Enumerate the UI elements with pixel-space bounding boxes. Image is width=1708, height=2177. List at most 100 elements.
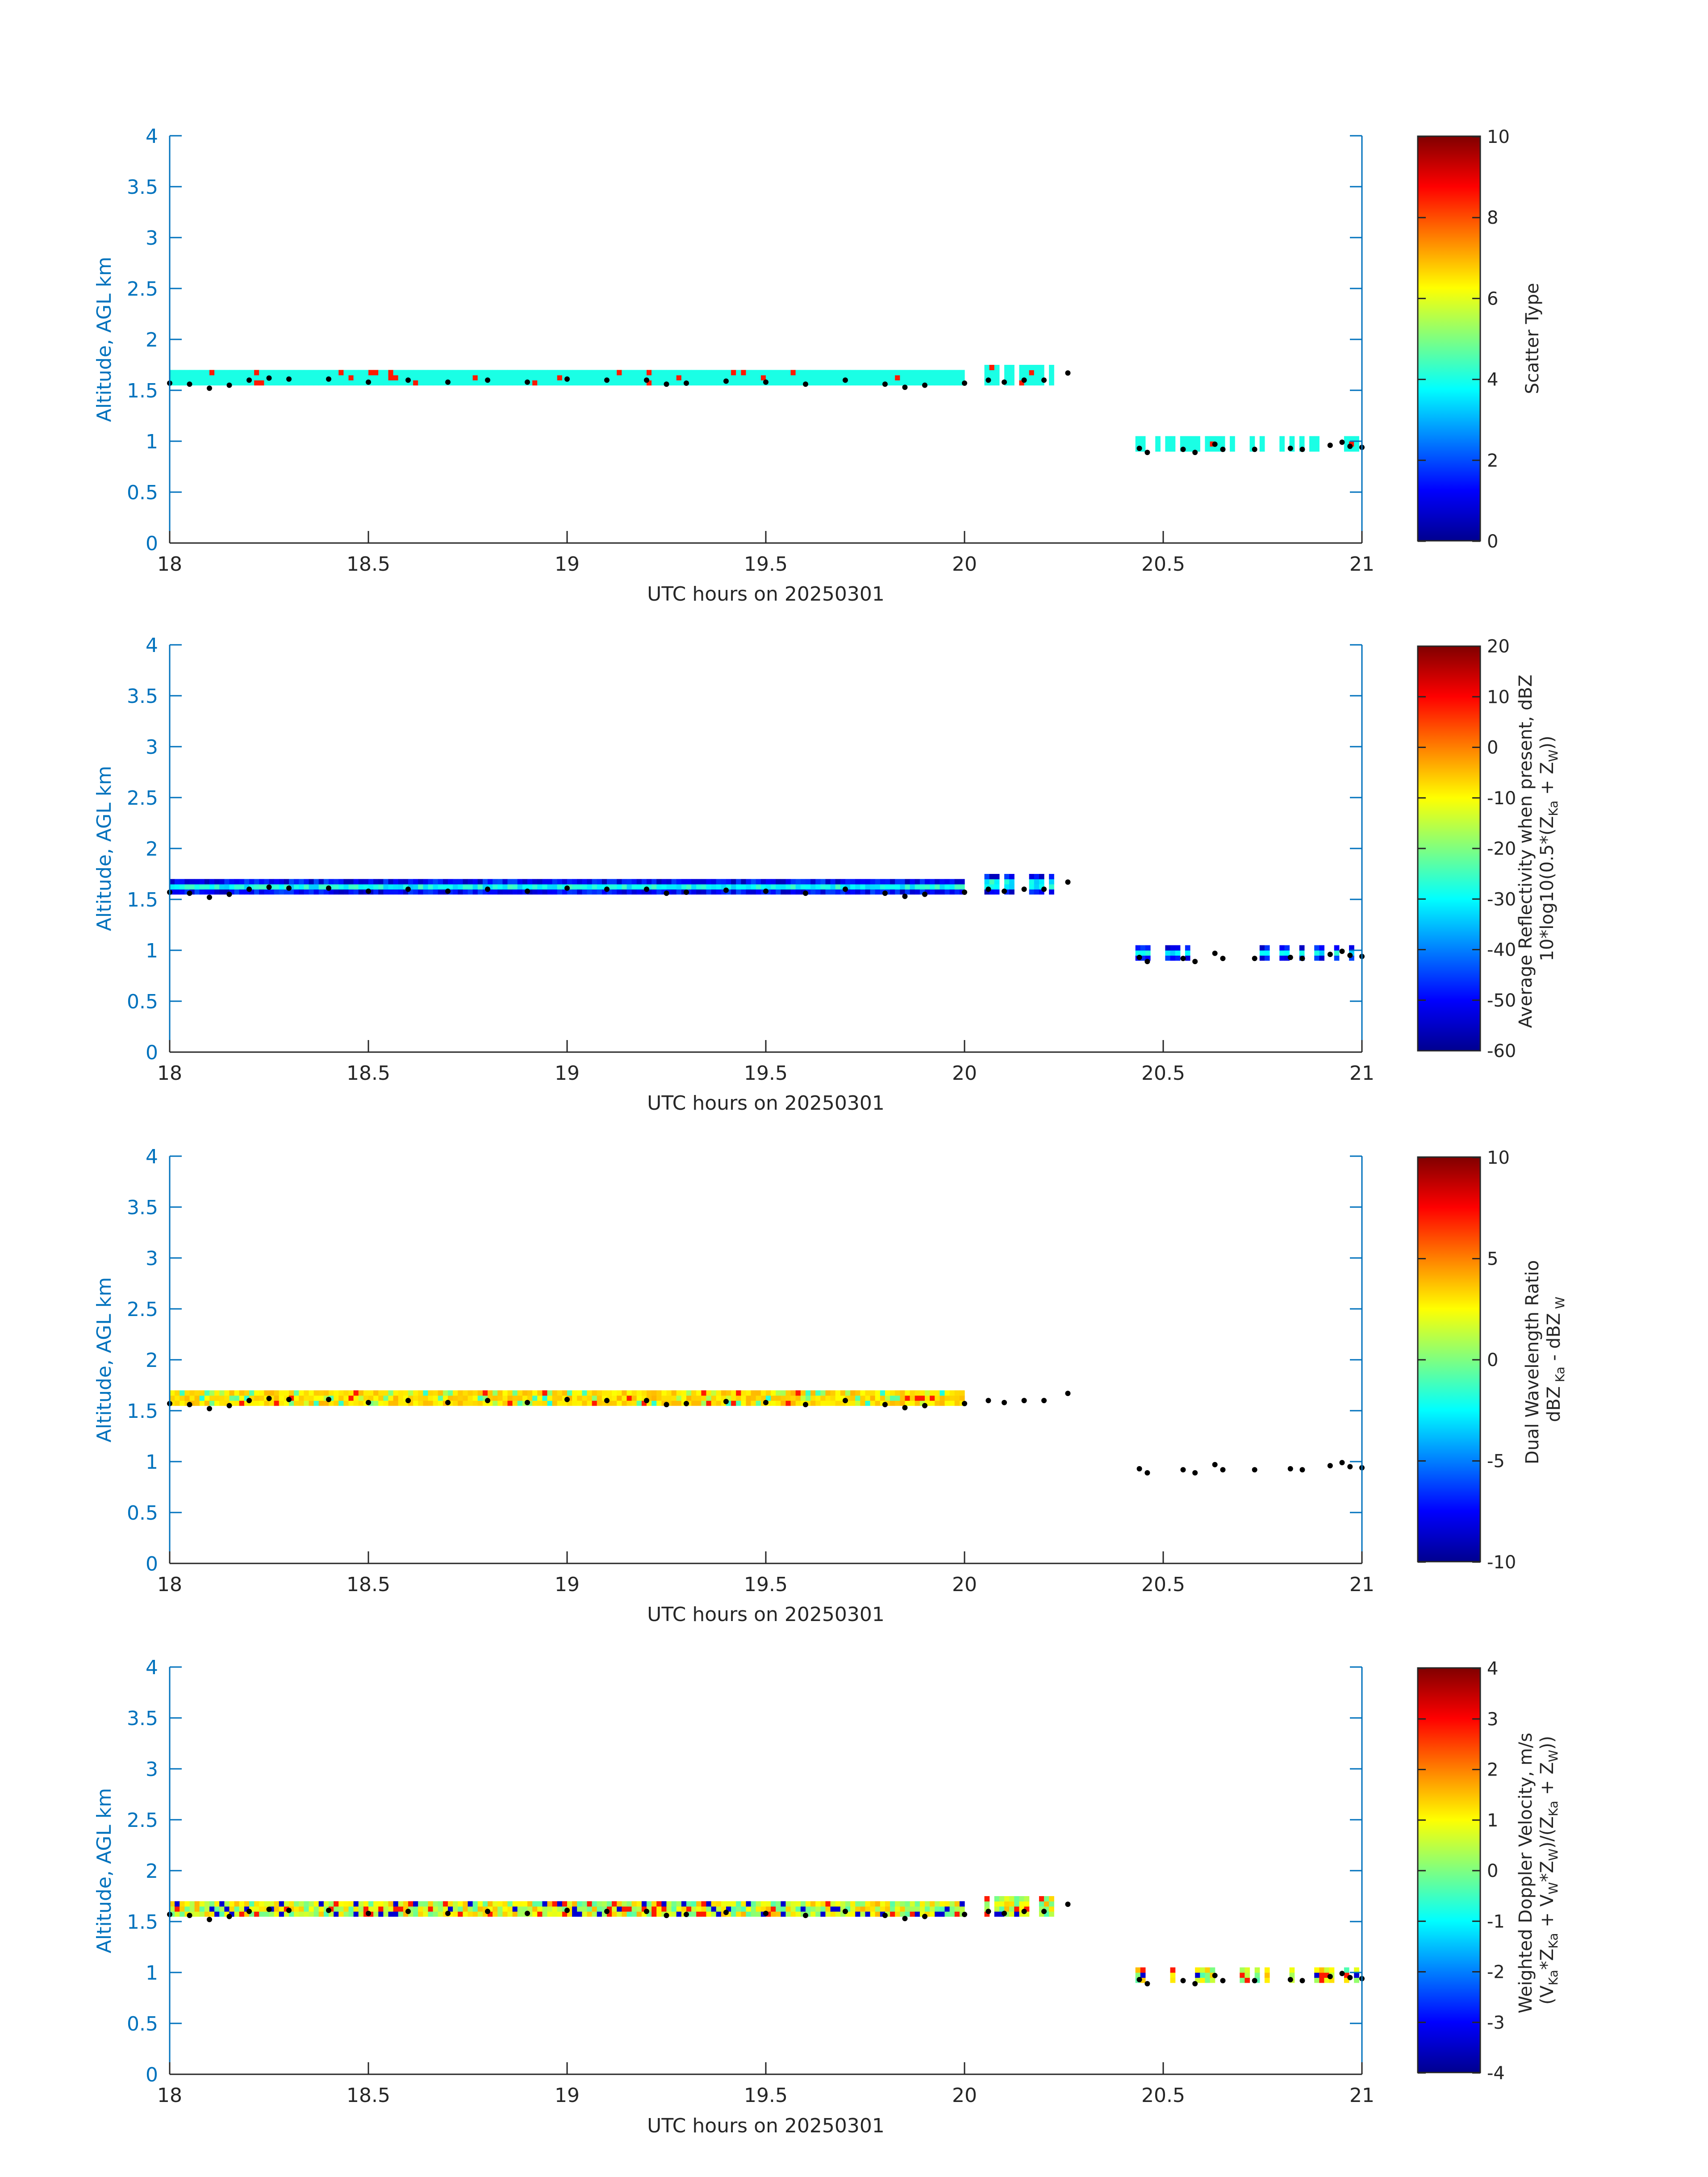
cloud-base-dot — [1339, 1460, 1345, 1466]
heatmap-cell — [1009, 884, 1015, 890]
heatmap-cell — [900, 1400, 906, 1406]
heatmap-cell — [1039, 375, 1044, 380]
heatmap-cell — [259, 1906, 264, 1912]
heatmap-cell — [701, 1906, 707, 1912]
heatmap-cell — [800, 1400, 806, 1406]
heatmap-cell — [766, 1400, 771, 1406]
heatmap-cell — [880, 884, 885, 890]
heatmap-cell — [463, 884, 468, 890]
heatmap-cell — [438, 889, 443, 895]
cloud-base-dot — [485, 1398, 490, 1404]
heatmap-cell — [860, 1901, 866, 1907]
heatmap-cell — [1240, 1967, 1245, 1973]
heatmap-cell — [731, 1400, 736, 1406]
heatmap-cell — [597, 879, 602, 885]
heatmap-cell — [1019, 370, 1025, 376]
heatmap-cell — [1165, 945, 1171, 951]
heatmap-cell — [299, 1395, 304, 1401]
heatmap-cell — [930, 1395, 935, 1401]
heatmap-cell — [1009, 370, 1015, 376]
heatmap-cell — [517, 1390, 523, 1396]
heatmap-cell — [567, 884, 572, 890]
heatmap-cell — [423, 1906, 429, 1912]
heatmap-cell — [795, 1906, 801, 1912]
heatmap-cell — [214, 375, 220, 380]
heatmap-cell — [850, 370, 856, 376]
heatmap-cell — [532, 884, 538, 890]
y-tick-label: 1 — [146, 430, 158, 453]
heatmap-cell — [726, 370, 731, 376]
heatmap-cell — [1244, 1977, 1250, 1983]
heatmap-cell — [587, 1390, 593, 1396]
heatmap-cell — [507, 889, 513, 895]
heatmap-cell — [537, 380, 543, 386]
heatmap-cell — [532, 1390, 538, 1396]
heatmap-cell — [930, 375, 935, 380]
heatmap-cell — [338, 1901, 344, 1907]
heatmap-cell — [1354, 446, 1359, 452]
heatmap-cell — [229, 370, 235, 376]
heatmap-cell — [1349, 446, 1354, 452]
cloud-base-dot — [485, 1909, 490, 1914]
heatmap-cell — [622, 889, 627, 895]
heatmap-cell — [885, 1901, 890, 1907]
heatmap-cell — [458, 889, 463, 895]
heatmap-cell — [647, 370, 652, 376]
heatmap-cell — [1180, 441, 1186, 447]
y-tick-label: 0 — [146, 1553, 158, 1575]
colorbar-label-line-2: dBZ Ka - dBZ W — [1544, 1297, 1567, 1422]
heatmap-cell — [214, 380, 220, 386]
heatmap-cell — [830, 370, 836, 376]
heatmap-cell — [502, 879, 508, 885]
heatmap-cell — [900, 1906, 906, 1912]
heatmap-cell — [1205, 441, 1211, 447]
heatmap-cell — [537, 884, 543, 890]
heatmap-cell — [348, 1390, 354, 1396]
colorbar-tick-label: 10 — [1487, 687, 1510, 707]
heatmap-cell — [284, 1911, 289, 1917]
heatmap-cell — [1259, 436, 1265, 442]
heatmap-cell — [488, 1400, 493, 1406]
cloud-base-dot — [1136, 1466, 1142, 1471]
heatmap-cell — [721, 380, 727, 386]
heatmap-cell — [910, 1395, 915, 1401]
heatmap-cell — [994, 874, 1000, 879]
heatmap-cell — [622, 1906, 627, 1912]
heatmap-cell — [334, 1400, 339, 1406]
heatmap-cell — [418, 1911, 423, 1917]
heatmap-cell — [1354, 1977, 1359, 1983]
heatmap-cell — [711, 1395, 717, 1401]
heatmap-cell — [502, 375, 508, 380]
heatmap-cell — [329, 380, 334, 386]
heatmap-cell — [810, 1400, 816, 1406]
heatmap-cell — [189, 1395, 195, 1401]
heatmap-cell — [601, 375, 607, 380]
heatmap-cell — [507, 1395, 513, 1401]
panel-dual-wavelength-ratio: 00.511.522.533.54 18 18.5 19 19.5 20 20.5 21 U… — [93, 1145, 1567, 1626]
heatmap-cell — [895, 1390, 900, 1396]
heatmap-cell — [622, 879, 627, 885]
heatmap-cell — [994, 1896, 1000, 1901]
heatmap-cell — [239, 1901, 245, 1907]
y-tick-label: 4 — [146, 125, 158, 148]
heatmap-cell — [716, 1395, 722, 1401]
heatmap-cell — [1049, 1901, 1054, 1907]
heatmap-cell — [666, 375, 672, 380]
heatmap-cell — [334, 370, 339, 376]
heatmap-cell — [1210, 1967, 1215, 1973]
cloud-base-dot — [882, 890, 888, 896]
heatmap-cell — [1219, 441, 1225, 447]
cloud-base-dot — [962, 1912, 967, 1917]
heatmap-cell — [393, 1400, 399, 1406]
plot-area — [170, 136, 1362, 543]
cloud-base-dot — [723, 1910, 729, 1915]
heatmap-cell — [482, 1901, 488, 1907]
heatmap-cell — [671, 1911, 677, 1917]
heatmap-cell — [885, 1906, 890, 1912]
heatmap-cell — [214, 1911, 220, 1917]
heatmap-cell — [930, 884, 935, 890]
heatmap-cell — [711, 1901, 717, 1907]
heatmap-cell — [1049, 370, 1054, 376]
heatmap-cell — [428, 1400, 434, 1406]
heatmap-cell — [458, 1906, 463, 1912]
